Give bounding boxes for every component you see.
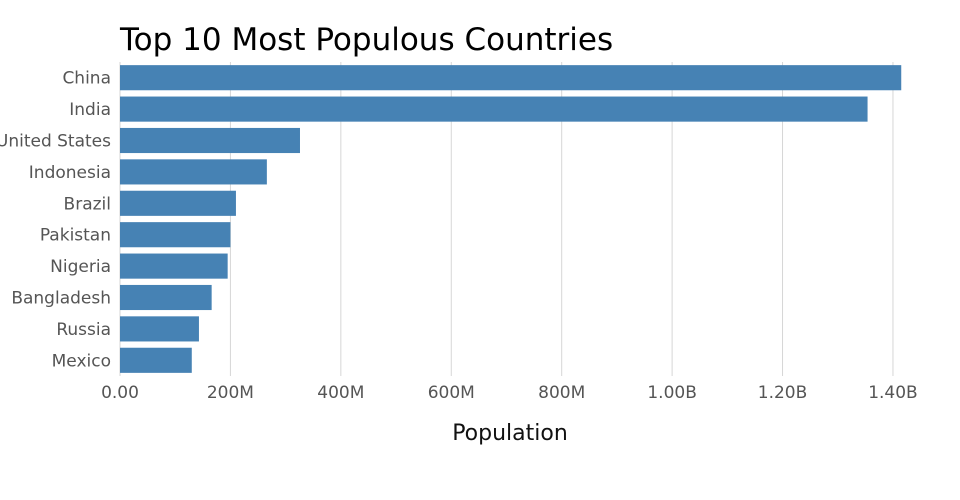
bar-mexico <box>120 347 192 373</box>
category-label: China <box>62 69 111 89</box>
category-label: Mexico <box>52 351 111 371</box>
x-tick-label: 1.40B <box>868 383 918 403</box>
x-tick-label: 200M <box>207 383 254 403</box>
category-label: Pakistan <box>40 226 111 246</box>
category-label: United States <box>0 132 111 152</box>
bar-brazil <box>120 190 236 216</box>
x-tick-label: 800M <box>538 383 585 403</box>
category-label: Indonesia <box>29 163 111 183</box>
bars <box>120 65 902 373</box>
x-tick-label: 400M <box>317 383 364 403</box>
category-label: Nigeria <box>50 257 111 277</box>
category-label: Bangladesh <box>11 289 111 309</box>
bar-indonesia <box>120 159 267 185</box>
category-label: India <box>69 100 111 120</box>
x-tick-label: 0.00 <box>101 383 139 403</box>
bar-pakistan <box>120 222 231 248</box>
x-axis-title: Population <box>452 421 568 446</box>
bar-nigeria <box>120 253 228 279</box>
bar-china <box>120 65 902 91</box>
bar-bangladesh <box>120 284 212 311</box>
bar-united-states <box>120 127 300 154</box>
bar-russia <box>120 316 199 342</box>
x-tick-label: 1.20B <box>758 383 808 403</box>
category-label: Russia <box>56 320 111 340</box>
chart-title: Top 10 Most Populous Countries <box>119 22 613 58</box>
x-tick-label: 600M <box>428 383 475 403</box>
x-tick-label: 1.00B <box>647 383 697 403</box>
x-tick-labels: 0.00 200M 400M 600M 800M 1.00B 1.20B 1.40B <box>101 383 918 403</box>
category-labels: China India United States Indonesia Brazil Pa… <box>0 69 111 372</box>
category-label: Brazil <box>64 194 111 214</box>
bar-india <box>120 96 868 122</box>
